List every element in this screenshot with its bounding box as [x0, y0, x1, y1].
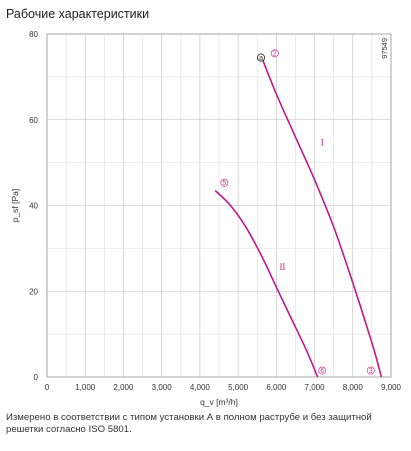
curve-labels: III	[279, 137, 323, 271]
y-tick-label: 20	[29, 287, 38, 296]
tick-labels: 0 1,000 2,000 3,000 4,000 5,000 6,000 7,000 8,00…	[29, 30, 401, 392]
x-tick-label: 7,000	[305, 383, 326, 392]
point-marker-label: 3	[369, 368, 373, 375]
point-marker-label: a	[259, 55, 263, 62]
point-marker-a: a	[256, 53, 266, 62]
y-tick-label: 40	[29, 202, 38, 211]
x-tick-label: 6,000	[266, 383, 287, 392]
point-marker-circle	[256, 53, 266, 62]
point-marker-circle	[366, 366, 375, 375]
figure-code: 97549	[380, 38, 389, 59]
point-marker-2: 2	[270, 49, 279, 58]
curve-label-ii: II	[279, 262, 285, 272]
point-marker-circle	[318, 366, 327, 375]
point-marker-label: 2	[273, 51, 277, 58]
y-tick-label: 0	[34, 373, 39, 382]
x-tick-label: 8,000	[343, 383, 364, 392]
x-tick-label: 0	[45, 383, 50, 392]
x-tick-label: 3,000	[152, 383, 173, 392]
plot-frame	[46, 33, 392, 378]
point-marker-6: 6	[318, 366, 327, 375]
curve-ii	[214, 189, 319, 378]
y-tick-label: 60	[29, 116, 38, 125]
point-marker-circle	[220, 178, 229, 187]
point-marker-5: 5	[220, 178, 229, 187]
curve-i	[261, 59, 383, 378]
point-markers: a 2 5 6 3	[220, 49, 375, 375]
measurement-note: Измерено в соответствии с типом установк…	[6, 412, 372, 435]
curves	[214, 59, 383, 378]
point-marker-label: 5	[222, 180, 226, 187]
point-marker-3: 3	[366, 366, 375, 375]
y-tick-label: 80	[29, 30, 38, 39]
point-marker-circle	[270, 49, 279, 58]
curve-label-i: I	[321, 137, 324, 147]
x-tick-label: 1,000	[75, 383, 96, 392]
point-marker-label: 6	[320, 368, 324, 375]
y-axis-title: p_sf [Pa]	[10, 189, 20, 223]
chart-title: Рабочие характеристики	[6, 7, 150, 21]
chart-grid	[46, 33, 392, 378]
x-axis-title: q_v [m³/h]	[200, 397, 238, 407]
x-tick-label: 2,000	[113, 383, 134, 392]
x-tick-label: 9,000	[381, 383, 402, 392]
x-tick-label: 5,000	[228, 383, 249, 392]
x-tick-label: 4,000	[190, 383, 211, 392]
